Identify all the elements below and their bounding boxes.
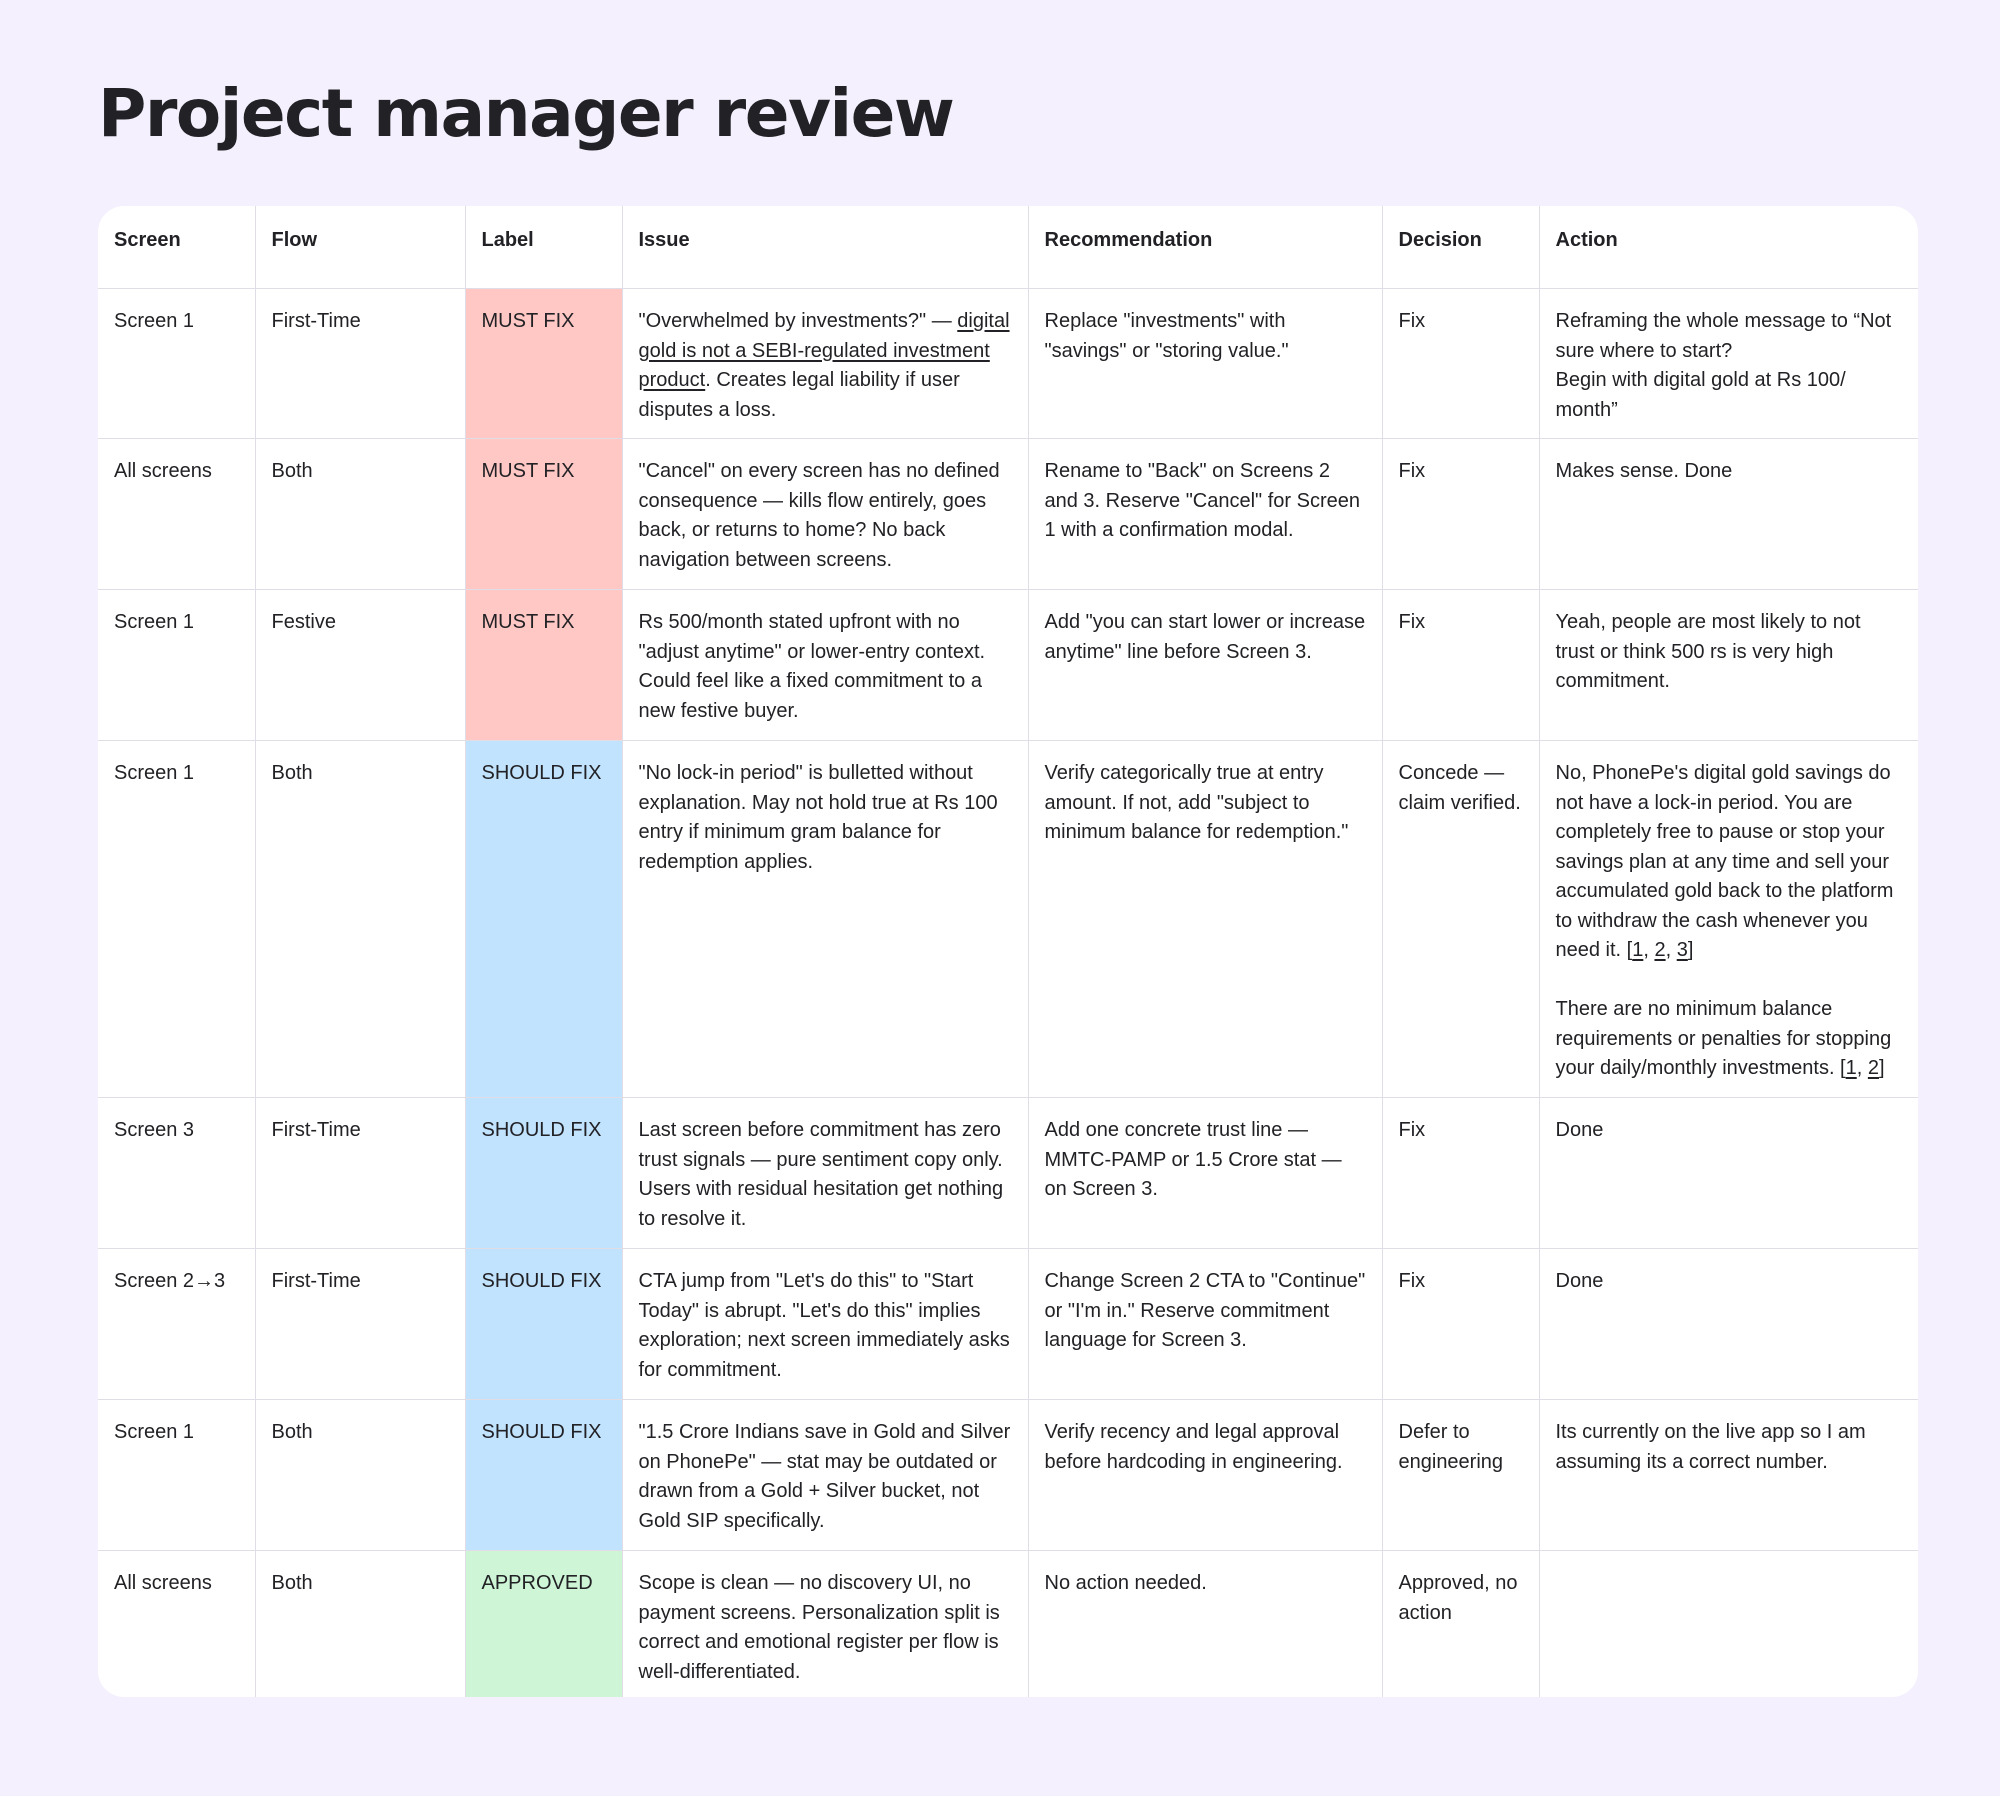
cell-screen: All screens xyxy=(98,438,256,590)
table-row: Screen 2→3 First-Time SHOULD FIX CTA jum… xyxy=(98,1248,1918,1400)
cell-decision: Fix xyxy=(1382,589,1540,741)
citation-link[interactable]: 3 xyxy=(1676,939,1688,961)
cell-recommendation: No action needed. xyxy=(1028,1550,1383,1697)
table-row: Screen 1 Both SHOULD FIX "No lock-in per… xyxy=(98,740,1918,1098)
label-badge-must-fix: MUST FIX xyxy=(465,288,623,439)
header-label: Label xyxy=(465,206,623,289)
issue-text: "Overwhelmed by investments?" — xyxy=(638,310,958,332)
cell-action: Yeah, people are most likely to not trus… xyxy=(1539,589,1918,741)
label-badge-should-fix: SHOULD FIX xyxy=(465,740,623,1098)
label-badge-must-fix: MUST FIX xyxy=(465,589,623,741)
table-row: Screen 1 First-Time MUST FIX "Overwhelme… xyxy=(98,288,1918,439)
cell-screen: Screen 1 xyxy=(98,288,256,439)
page-title: Project manager review xyxy=(98,75,955,152)
label-badge-should-fix: SHOULD FIX xyxy=(465,1399,623,1551)
label-badge-approved: APPROVED xyxy=(465,1550,623,1697)
cell-recommendation: Change Screen 2 CTA to "Continue" or "I'… xyxy=(1028,1248,1383,1400)
table-header-row: Screen Flow Label Issue Recommendation D… xyxy=(98,206,1918,289)
cell-flow: First-Time xyxy=(255,1248,466,1400)
table-row: Screen 3 First-Time SHOULD FIX Last scre… xyxy=(98,1097,1918,1249)
issue-text: . Creates legal liability if user disput… xyxy=(638,369,960,421)
cell-action: Done xyxy=(1539,1097,1918,1249)
cell-issue: Scope is clean — no discovery UI, no pay… xyxy=(622,1550,1029,1697)
cell-recommendation: Rename to "Back" on Screens 2 and 3. Res… xyxy=(1028,438,1383,590)
cell-recommendation: Add "you can start lower or increase any… xyxy=(1028,589,1383,741)
cell-decision: Fix xyxy=(1382,438,1540,590)
cell-action: Done xyxy=(1539,1248,1918,1400)
citation-link[interactable]: 2 xyxy=(1654,939,1666,961)
cell-flow: Both xyxy=(255,438,466,590)
table-row: All screens Both APPROVED Scope is clean… xyxy=(98,1550,1918,1698)
cell-flow: First-Time xyxy=(255,1097,466,1249)
cell-flow: Both xyxy=(255,1550,466,1697)
cell-flow: Festive xyxy=(255,589,466,741)
cell-screen: Screen 3 xyxy=(98,1097,256,1249)
action-text: There are no minimum balance requirement… xyxy=(1555,998,1892,1079)
cell-recommendation: Replace "investments" with "savings" or … xyxy=(1028,288,1383,439)
label-badge-should-fix: SHOULD FIX xyxy=(465,1248,623,1400)
cell-flow: Both xyxy=(255,740,466,1098)
cell-issue: CTA jump from "Let's do this" to "Start … xyxy=(622,1248,1029,1400)
cell-action: No, PhonePe's digital gold savings do no… xyxy=(1539,740,1918,1098)
cell-issue: Last screen before commitment has zero t… xyxy=(622,1097,1029,1249)
cell-flow: Both xyxy=(255,1399,466,1551)
cell-decision: Approved, no action xyxy=(1382,1550,1540,1697)
action-text: No, PhonePe's digital gold savings do no… xyxy=(1555,762,1894,961)
table-row: Screen 1 Both SHOULD FIX "1.5 Crore Indi… xyxy=(98,1399,1918,1551)
table-row: Screen 1 Festive MUST FIX Rs 500/month s… xyxy=(98,589,1918,741)
header-recommendation: Recommendation xyxy=(1028,206,1383,289)
cell-decision: Concede — claim verified. xyxy=(1382,740,1540,1098)
cell-issue: "Cancel" on every screen has no defined … xyxy=(622,438,1029,590)
cell-action: Makes sense. Done xyxy=(1539,438,1918,590)
table-row: All screens Both MUST FIX "Cancel" on ev… xyxy=(98,438,1918,590)
cell-issue: Rs 500/month stated upfront with no "adj… xyxy=(622,589,1029,741)
cell-action: Its currently on the live app so I am as… xyxy=(1539,1399,1918,1551)
cell-screen: Screen 1 xyxy=(98,589,256,741)
cell-recommendation: Verify recency and legal approval before… xyxy=(1028,1399,1383,1551)
cell-decision: Fix xyxy=(1382,1097,1540,1249)
cell-recommendation: Verify categorically true at entry amoun… xyxy=(1028,740,1383,1098)
cell-screen: All screens xyxy=(98,1550,256,1697)
cell-issue: "No lock-in period" is bulletted without… xyxy=(622,740,1029,1098)
cell-action xyxy=(1539,1551,1918,1698)
citation-link[interactable]: 1 xyxy=(1845,1057,1857,1079)
header-screen: Screen xyxy=(98,206,256,289)
cell-screen: Screen 1 xyxy=(98,740,256,1098)
citation-link[interactable]: 2 xyxy=(1867,1057,1879,1079)
header-flow: Flow xyxy=(255,206,466,289)
cell-decision: Defer to engineering xyxy=(1382,1399,1540,1551)
cell-flow: First-Time xyxy=(255,288,466,439)
cell-screen: Screen 1 xyxy=(98,1399,256,1551)
cell-recommendation: Add one concrete trust line — MMTC-PAMP … xyxy=(1028,1097,1383,1249)
cell-decision: Fix xyxy=(1382,288,1540,439)
issue-underlined-text: digital gold is not a SEBI-regulated inv… xyxy=(638,310,1010,391)
header-decision: Decision xyxy=(1382,206,1540,289)
cell-issue: "Overwhelmed by investments?" — digital … xyxy=(622,288,1029,439)
review-table-card: Screen Flow Label Issue Recommendation D… xyxy=(98,206,1918,1697)
label-badge-should-fix: SHOULD FIX xyxy=(465,1097,623,1249)
header-issue: Issue xyxy=(622,206,1029,289)
label-badge-must-fix: MUST FIX xyxy=(465,438,623,590)
cell-action: Reframing the whole message to “Not sure… xyxy=(1539,288,1918,439)
citation-link[interactable]: 1 xyxy=(1632,939,1644,961)
header-action: Action xyxy=(1539,206,1918,289)
review-table: Screen Flow Label Issue Recommendation D… xyxy=(98,206,1918,1697)
cell-issue: "1.5 Crore Indians save in Gold and Silv… xyxy=(622,1399,1029,1551)
cell-decision: Fix xyxy=(1382,1248,1540,1400)
cell-screen: Screen 2→3 xyxy=(98,1248,256,1400)
